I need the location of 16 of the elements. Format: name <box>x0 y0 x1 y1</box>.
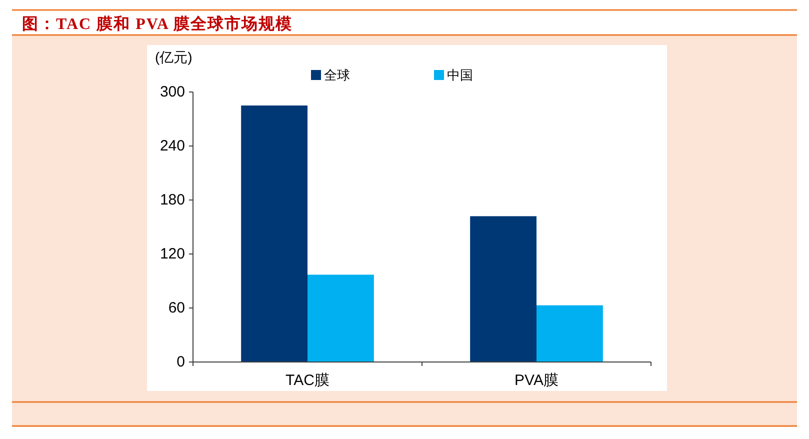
x-tick-label: TAC膜 <box>286 372 330 389</box>
y-tick-label: 180 <box>160 192 185 208</box>
bar <box>241 106 308 362</box>
y-tick-label: 120 <box>160 246 185 262</box>
y-tick-label: 0 <box>176 354 185 370</box>
chart-title: 图：TAC 膜和 PVA 膜全球市场规模 <box>22 15 293 33</box>
y-tick-label: 60 <box>168 300 185 316</box>
y-axis-title: (亿元) <box>155 49 192 65</box>
bar <box>308 274 374 362</box>
legend-label: 中国 <box>447 68 473 82</box>
bar <box>470 216 536 362</box>
y-tick-label: 240 <box>160 138 185 154</box>
x-tick-label: PVA膜 <box>514 372 558 389</box>
legend-label: 全球 <box>324 68 350 82</box>
y-tick-label: 300 <box>160 84 185 100</box>
bar <box>536 305 603 362</box>
